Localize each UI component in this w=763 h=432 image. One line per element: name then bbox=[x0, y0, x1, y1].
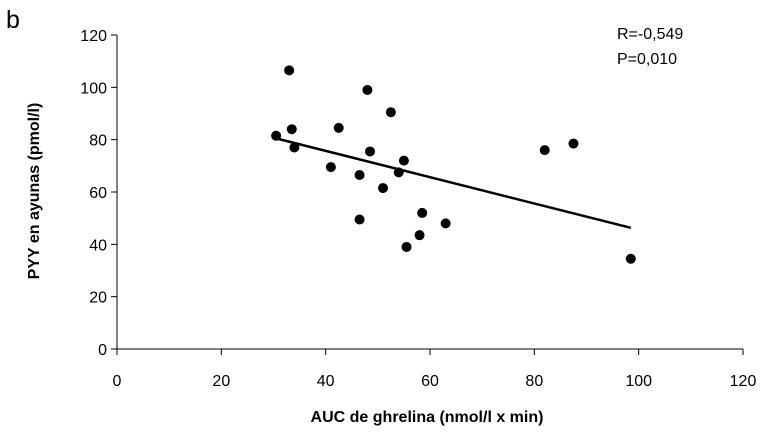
x-tick-label: 100 bbox=[625, 373, 652, 390]
x-tick-label: 80 bbox=[525, 373, 543, 390]
y-tick-label: 40 bbox=[89, 237, 107, 254]
data-point bbox=[271, 130, 282, 141]
data-point bbox=[354, 214, 365, 225]
y-tick-label: 100 bbox=[80, 80, 107, 97]
y-tick-label: 80 bbox=[89, 133, 107, 150]
y-tick-label: 120 bbox=[80, 28, 107, 45]
p-value-label: P=0,010 bbox=[617, 51, 677, 68]
correlation-r-label: R=-0,549 bbox=[617, 26, 683, 43]
data-points bbox=[271, 65, 636, 264]
x-tick-label: 0 bbox=[113, 373, 122, 390]
y-ticks: 0 20 40 60 80 100 120 bbox=[80, 28, 117, 359]
x-tick-label: 40 bbox=[317, 373, 335, 390]
data-point bbox=[385, 107, 396, 118]
data-point bbox=[286, 124, 297, 135]
x-tick-label: 60 bbox=[421, 373, 439, 390]
y-tick-label: 20 bbox=[89, 290, 107, 307]
data-point bbox=[289, 142, 300, 153]
data-point bbox=[365, 146, 376, 157]
data-point bbox=[362, 84, 373, 95]
data-point bbox=[378, 183, 389, 194]
data-point bbox=[568, 138, 579, 149]
x-axis-title: AUC de ghrelina (nmol/l x min) bbox=[311, 409, 544, 426]
y-tick-label: 0 bbox=[98, 342, 107, 359]
trendline bbox=[275, 137, 632, 230]
data-point bbox=[284, 65, 295, 76]
x-tick-label: 120 bbox=[730, 373, 757, 390]
axes bbox=[116, 35, 743, 350]
data-point bbox=[398, 155, 409, 166]
data-point bbox=[325, 162, 336, 173]
data-point bbox=[440, 218, 451, 229]
data-point bbox=[414, 230, 425, 241]
data-point bbox=[539, 145, 550, 156]
panel-label: b bbox=[6, 6, 20, 34]
x-tick-label: 20 bbox=[212, 373, 230, 390]
y-tick-label: 60 bbox=[89, 185, 107, 202]
data-point bbox=[354, 169, 365, 180]
data-point bbox=[625, 253, 636, 264]
data-point bbox=[417, 207, 428, 218]
data-point bbox=[393, 167, 404, 178]
data-point bbox=[333, 122, 344, 133]
data-point bbox=[401, 241, 412, 252]
x-ticks: 0 20 40 60 80 100 120 bbox=[113, 349, 757, 390]
y-axis-title: PYY en ayunas (pmol/l) bbox=[26, 103, 43, 280]
